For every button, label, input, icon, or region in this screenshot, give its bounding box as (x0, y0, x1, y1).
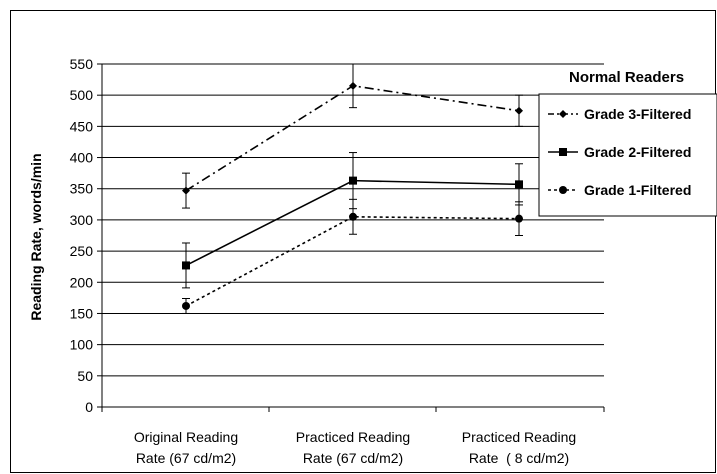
legend: Normal Readers Grade 3-Filtered Grade 2-F… (538, 69, 717, 217)
x-category-label: Rate (67 cd/m2) (303, 450, 403, 466)
y-tick-label: 550 (70, 56, 94, 72)
y-tick-label: 150 (70, 305, 94, 321)
legend-label: Grade 1-Filtered (584, 182, 691, 198)
y-tick-labels: 0 50 100 150 200 250 300 350 400 450 500 550 (70, 56, 94, 415)
y-tick-label: 50 (77, 368, 93, 384)
legend-swatch-marker (559, 186, 567, 194)
data-point (182, 301, 190, 310)
legend-title: Normal Readers (569, 69, 684, 86)
y-tick-label: 200 (70, 274, 94, 290)
legend-label: Grade 2-Filtered (584, 144, 691, 160)
data-point (349, 81, 357, 90)
legend-box (538, 93, 717, 217)
y-tick-label: 500 (70, 87, 94, 103)
y-tick-label: 350 (70, 181, 94, 197)
data-point (515, 180, 523, 189)
axes (97, 63, 605, 412)
y-tick-label: 400 (70, 150, 94, 166)
data-point (349, 212, 357, 221)
legend-label: Grade 3-Filtered (584, 106, 691, 122)
data-point (515, 214, 523, 223)
data-point (182, 186, 190, 195)
y-tick-label: 300 (70, 212, 94, 228)
data-point (515, 106, 523, 115)
series-3 (182, 198, 523, 314)
y-tick-label: 0 (85, 399, 93, 415)
x-category-label: Rate ( 8 cd/m2) (469, 450, 569, 466)
x-category-label: Rate (67 cd/m2) (136, 450, 236, 466)
series-group (182, 63, 523, 314)
x-category-labels: Original Reading Rate (67 cd/m2) Practiced… (134, 429, 576, 466)
data-point (349, 176, 357, 185)
x-category-label: Practiced Reading (296, 429, 410, 445)
y-tick-label: 450 (70, 118, 94, 134)
y-tick-label: 100 (70, 337, 94, 353)
chart-frame (10, 10, 716, 473)
y-axis-title: Reading Rate, words/min (28, 153, 44, 320)
x-category-label: Practiced Reading (462, 429, 576, 445)
legend-swatch-marker (559, 148, 567, 156)
x-category-label: Original Reading (134, 429, 238, 445)
series-1 (182, 63, 523, 209)
data-point (182, 261, 190, 270)
y-tick-label: 250 (70, 243, 94, 259)
legend-swatch-marker (559, 110, 567, 118)
